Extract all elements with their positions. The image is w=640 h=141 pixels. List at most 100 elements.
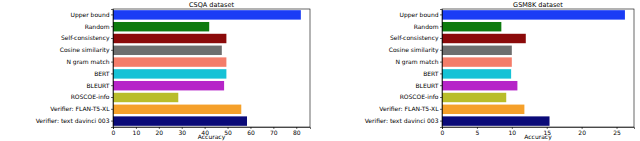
tick-mark <box>440 121 442 122</box>
tick-label: N gram match <box>395 58 438 66</box>
tick-mark <box>440 85 442 86</box>
tick: Self-consistency <box>390 34 442 42</box>
tick-label: ROSCOE-info <box>71 93 110 100</box>
tick-mark <box>440 97 442 98</box>
tick-mark <box>111 62 113 63</box>
tick-mark <box>440 62 442 63</box>
bar <box>442 69 511 78</box>
bar <box>442 93 506 102</box>
tick-label: 70 <box>270 129 278 136</box>
tick-mark <box>111 97 113 98</box>
x-axis-title: Accuracy <box>524 133 552 141</box>
bar <box>113 57 226 66</box>
tick: N gram match <box>395 58 442 66</box>
tick-mark <box>111 26 113 27</box>
tick: Random <box>85 23 113 30</box>
tick: 0 <box>112 127 116 136</box>
bar <box>113 69 226 78</box>
tick: BLEURT <box>86 82 113 89</box>
bar <box>442 81 517 90</box>
tick: Upper bound <box>400 11 442 19</box>
tick: Verifier: FLAN-T5-XL <box>379 105 442 112</box>
bars <box>113 10 301 126</box>
tick-mark <box>111 50 113 51</box>
tick: 10 <box>508 127 516 136</box>
tick: 70 <box>270 127 278 136</box>
tick-label: 0 <box>112 129 116 136</box>
tick: Random <box>414 23 442 30</box>
tick: BLEURT <box>415 82 442 89</box>
chart: 0510152025Upper boundRandomSelf-consiste… <box>365 1 635 141</box>
frame <box>442 9 634 127</box>
tick-label: BERT <box>423 70 439 77</box>
tick-label: 20 <box>155 129 163 136</box>
figure: 01020304050607080Upper boundRandomSelf-c… <box>0 0 640 141</box>
tick-mark <box>440 26 442 27</box>
tick: 30 <box>178 127 186 136</box>
tick-mark <box>440 14 442 15</box>
bar <box>442 46 512 55</box>
title: GSM8K dataset <box>513 1 563 9</box>
bar <box>113 93 178 102</box>
title: CSQA dataset <box>189 1 234 9</box>
tick: 60 <box>247 127 255 136</box>
tick-label: 30 <box>178 129 186 136</box>
tick: Cosine similarity <box>60 46 113 54</box>
tick-label: Random <box>414 23 439 30</box>
tick-mark <box>111 73 113 74</box>
y-axis: Upper bound Random Self-consistency Cosine … <box>36 10 114 128</box>
tick: 20 <box>155 127 163 136</box>
tick-label: BLEURT <box>415 82 438 89</box>
tick-label: Self-consistency <box>390 34 439 42</box>
bar <box>113 46 222 55</box>
tick: Cosine similarity <box>389 46 442 54</box>
bar <box>442 22 501 31</box>
tick-mark <box>440 73 442 74</box>
bars <box>442 10 625 126</box>
tick-label: Self-consistency <box>61 34 110 42</box>
bar <box>113 116 247 125</box>
bar <box>113 34 226 43</box>
tick: 20 <box>578 127 586 136</box>
tick: Verifier: text davinci 003 <box>365 117 442 124</box>
bar <box>113 10 301 19</box>
bar <box>442 57 512 66</box>
tick-mark <box>440 109 442 110</box>
bar <box>442 34 526 43</box>
tick-label: 0 <box>441 129 445 136</box>
axis-line <box>443 128 635 130</box>
tick-label: 80 <box>293 129 301 136</box>
tick: N gram match <box>66 58 113 66</box>
tick-label: Cosine similarity <box>60 46 110 54</box>
bar <box>442 10 625 19</box>
tick: ROSCOE-info <box>400 93 442 100</box>
tick-label: Verifier: FLAN-T5-XL <box>379 105 439 112</box>
axis-line <box>440 10 443 128</box>
tick: BERT <box>94 70 113 77</box>
tick-label: Verifier: text davinci 003 <box>365 117 439 124</box>
tick-label: N gram match <box>66 58 109 66</box>
bar <box>113 22 209 31</box>
tick: Verifier: FLAN-T5-XL <box>50 105 113 112</box>
tick-mark <box>111 85 113 86</box>
tick-mark <box>111 38 113 39</box>
axis-line <box>114 128 311 130</box>
tick-mark <box>111 14 113 15</box>
tick-label: Upper bound <box>400 11 439 19</box>
tick-label: Verifier: text davinci 003 <box>36 117 110 124</box>
tick-label: Upper bound <box>71 11 110 19</box>
tick: ROSCOE-info <box>71 93 113 100</box>
tick-label: BLEURT <box>86 82 109 89</box>
tick: Upper bound <box>71 11 113 19</box>
tick-mark <box>440 50 442 51</box>
bar <box>113 81 224 90</box>
x-axis-title: Accuracy <box>198 133 226 141</box>
bar <box>442 116 550 125</box>
bar <box>113 105 241 114</box>
tick: 50 <box>224 127 232 136</box>
tick-label: 50 <box>224 129 232 136</box>
tick: 10 <box>133 127 141 136</box>
tick: 80 <box>293 127 301 136</box>
axis-line <box>111 10 114 128</box>
tick-label: Verifier: FLAN-T5-XL <box>50 105 110 112</box>
